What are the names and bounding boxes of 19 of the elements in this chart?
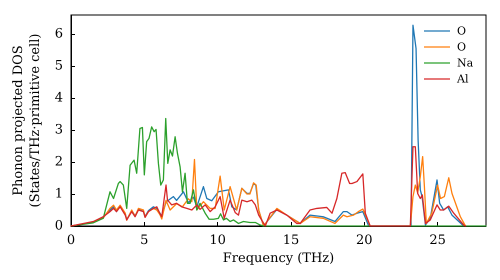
y-tick-label: 0 (54, 218, 63, 234)
x-tick-label: 0 (66, 233, 76, 248)
x-tick-label: 10 (209, 233, 226, 248)
x-tick-label: 5 (140, 233, 148, 248)
legend-label: Na (457, 56, 474, 70)
x-tick-label: 25 (429, 233, 446, 248)
y-tick-label: 2 (54, 154, 63, 170)
legend-label: O (457, 24, 466, 38)
y-tick-label: 1 (54, 186, 63, 202)
x-axis-title: Frequency (THz) (222, 251, 334, 266)
y-axis-title: Phonon projected DOS (States/THz·primitive cell) (10, 33, 43, 208)
y-tick-label: 4 (54, 90, 63, 106)
legend-label: Al (456, 72, 469, 86)
y-tick-label: 3 (54, 122, 63, 138)
x-tick-label: 15 (282, 233, 300, 248)
x-tick-label: 20 (356, 233, 373, 248)
legend-label: O (457, 40, 466, 54)
y-tick-label: 5 (54, 58, 63, 74)
y-tick-label: 6 (54, 26, 63, 42)
